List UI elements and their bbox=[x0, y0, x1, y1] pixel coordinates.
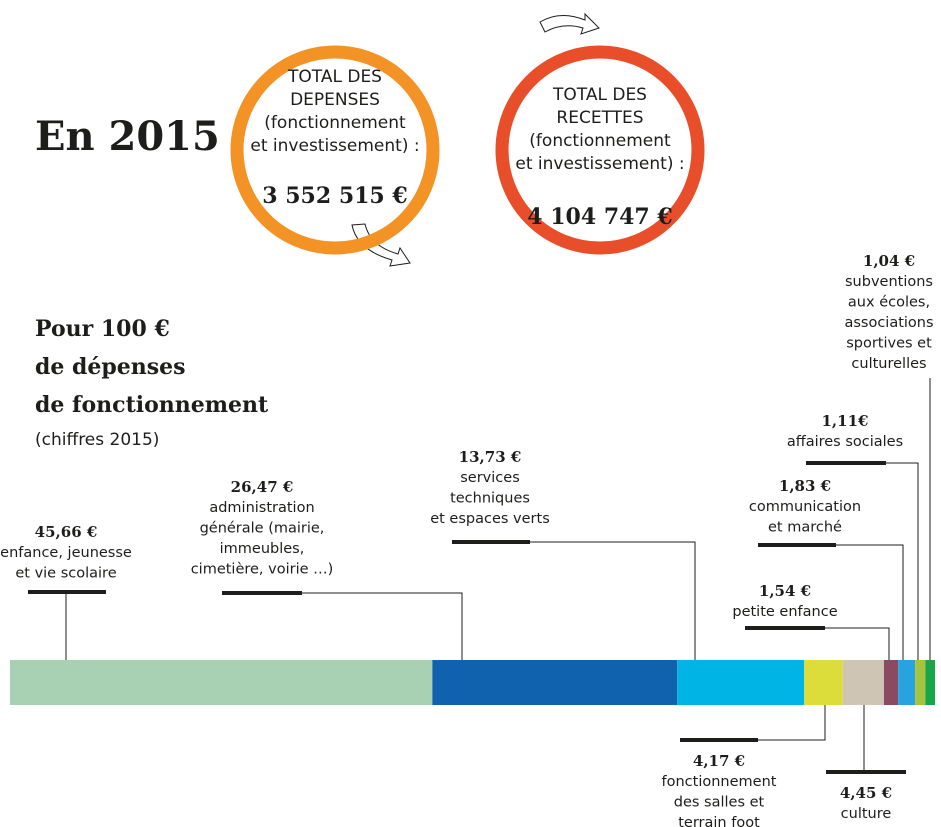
chart-title: de dépenses bbox=[35, 354, 186, 380]
bar-segment bbox=[432, 660, 678, 705]
category-label: techniques bbox=[450, 491, 530, 507]
category-label: et marché bbox=[768, 520, 842, 536]
value-label: 45,66 € bbox=[35, 523, 98, 541]
total-circle bbox=[230, 45, 440, 255]
total-value: 4 104 747 € bbox=[527, 204, 672, 230]
chart-title: de fonctionnement bbox=[35, 392, 269, 418]
value-label: 1,11€ bbox=[822, 412, 869, 430]
value-label: 1,54 € bbox=[759, 582, 811, 600]
connector bbox=[836, 544, 904, 660]
category-label: des salles et bbox=[674, 795, 765, 811]
total-circle bbox=[495, 45, 705, 255]
value-label: 1,04 € bbox=[863, 252, 915, 270]
bar-segment bbox=[883, 660, 899, 705]
category-label: sportives et bbox=[846, 336, 932, 352]
connector bbox=[530, 541, 696, 660]
bar-segment bbox=[915, 660, 926, 705]
connector bbox=[886, 462, 919, 660]
value-label: 13,73 € bbox=[459, 448, 522, 466]
category-label: affaires sociales bbox=[787, 434, 903, 450]
bar-segment bbox=[10, 660, 433, 705]
bar-segment bbox=[842, 660, 884, 705]
total-label: (fonctionnement bbox=[529, 131, 671, 151]
total-label: RECETTES bbox=[556, 108, 643, 128]
bar-segment bbox=[804, 660, 843, 705]
chart-subtitle: (chiffres 2015) bbox=[35, 430, 159, 450]
total-label: et investissement) : bbox=[515, 154, 684, 174]
category-label: générale (mairie, bbox=[200, 521, 325, 537]
category-label: associations bbox=[844, 315, 933, 331]
value-label: 4,17 € bbox=[693, 752, 745, 770]
category-label: et vie scolaire bbox=[15, 566, 116, 582]
connector bbox=[758, 705, 826, 741]
category-label: culturelles bbox=[851, 356, 926, 372]
value-label: 4,45 € bbox=[840, 784, 892, 802]
category-label: aux écoles, bbox=[848, 295, 930, 311]
total-label: (fonctionnement bbox=[264, 113, 406, 133]
category-label: fonctionnement bbox=[662, 774, 777, 790]
category-label: culture bbox=[841, 806, 892, 822]
bar-segment bbox=[925, 660, 935, 705]
connector bbox=[302, 592, 463, 660]
total-value: 3 552 515 € bbox=[262, 183, 407, 209]
category-label: enfance, jeunesse bbox=[0, 545, 132, 561]
total-label: DEPENSES bbox=[290, 90, 380, 110]
total-label: et investissement) : bbox=[250, 136, 419, 156]
connector bbox=[825, 627, 890, 660]
category-label: services bbox=[460, 470, 520, 486]
bar-segment bbox=[677, 660, 805, 705]
category-label: administration bbox=[209, 500, 314, 516]
chart-title: Pour 100 € bbox=[35, 316, 170, 342]
total-label: TOTAL DES bbox=[287, 67, 382, 87]
category-label: cimetière, voirie …) bbox=[191, 562, 334, 578]
value-label: 26,47 € bbox=[231, 478, 294, 496]
headline: En 2015 bbox=[35, 113, 220, 160]
total-label: TOTAL DES bbox=[552, 85, 647, 105]
category-label: terrain foot bbox=[678, 815, 760, 827]
category-label: subventions bbox=[845, 274, 933, 290]
category-label: communication bbox=[749, 499, 861, 515]
bar-segment bbox=[898, 660, 916, 705]
category-label: petite enfance bbox=[732, 604, 837, 620]
arrow bbox=[539, 12, 600, 35]
category-label: et espaces verts bbox=[430, 511, 550, 527]
value-label: 1,83 € bbox=[779, 477, 831, 495]
category-label: immeubles, bbox=[220, 541, 305, 557]
